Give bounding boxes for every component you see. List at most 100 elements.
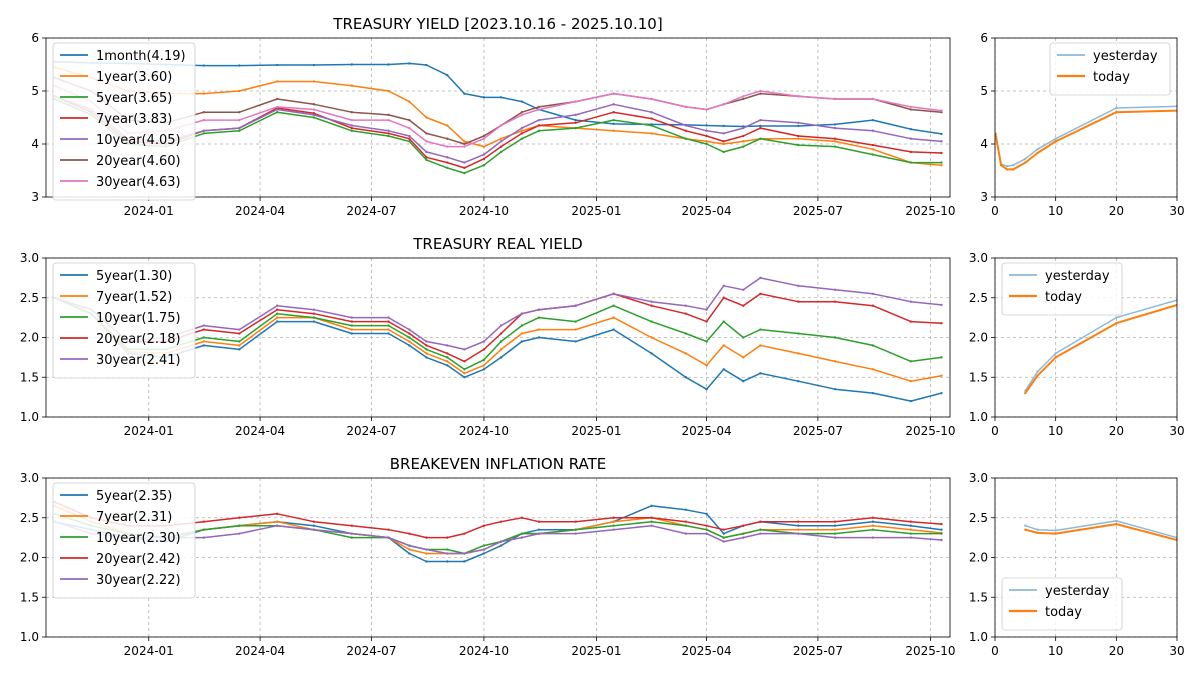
data-point [612, 118, 615, 122]
data-point [722, 142, 725, 146]
data-point [797, 524, 800, 527]
data-point [499, 137, 503, 140]
data-point [684, 105, 687, 109]
data-point [408, 62, 411, 65]
x-tick-label: 2025-10 [905, 204, 955, 218]
x-tick-label: 2024-10 [459, 204, 509, 218]
data-point [722, 150, 725, 154]
x-tick-label: 0 [991, 424, 999, 438]
data-point [537, 129, 541, 132]
data-point [238, 111, 241, 114]
data-point [759, 520, 762, 523]
data-point [650, 524, 653, 527]
data-point [705, 308, 708, 311]
data-point [995, 132, 997, 136]
y-tick-label: 1.0 [969, 410, 988, 424]
data-point [202, 340, 206, 343]
x-tick-label: 2024-07 [346, 424, 396, 438]
data-point [742, 97, 745, 101]
x-tick-label: 30 [1169, 644, 1184, 658]
chart-panel-0: 3 4 5 6 2024-01 2024-04 2024-07 2024-10 2025-01 2… [31, 15, 955, 218]
data-point [312, 316, 316, 319]
data-point [574, 328, 577, 331]
y-tick-label: 2.0 [20, 551, 39, 565]
data-point [520, 516, 524, 519]
data-point [350, 524, 354, 527]
data-point [425, 63, 428, 67]
data-point [940, 356, 943, 359]
data-point [909, 161, 913, 164]
data-point [833, 126, 837, 130]
data-point [425, 344, 428, 347]
data-point [1036, 531, 1039, 535]
data-point [446, 364, 449, 367]
data-point [312, 524, 316, 527]
data-point [238, 89, 241, 93]
chart-panel-4: 1.0 1.5 2.0 2.5 3.0 2024-01 2024-04 2024-07 2024… [20, 455, 956, 658]
data-point [705, 364, 708, 367]
data-point [499, 340, 503, 343]
data-point [940, 321, 943, 325]
chart-title: BREAKEVEN INFLATION RATE [390, 455, 607, 473]
data-point [275, 316, 279, 319]
legend-box [52, 482, 196, 599]
data-point [742, 145, 745, 148]
data-point [833, 97, 837, 101]
data-point [425, 140, 428, 143]
data-point [871, 118, 875, 122]
data-point [350, 118, 354, 122]
x-tick-label: 10 [1048, 644, 1063, 658]
data-point [387, 89, 390, 93]
x-tick-label: 2024-10 [459, 644, 509, 658]
legend-label: 5year(3.65) [96, 91, 172, 106]
data-point [742, 140, 745, 143]
data-point [833, 536, 837, 539]
data-point [238, 348, 241, 351]
data-point [871, 528, 875, 531]
data-point [650, 132, 653, 135]
data-point [940, 140, 943, 143]
data-point [909, 108, 913, 111]
data-point [650, 124, 653, 127]
data-point [612, 524, 615, 527]
data-point [797, 284, 800, 288]
data-point [759, 292, 762, 295]
data-point [722, 320, 725, 323]
y-tick-label: 3 [980, 190, 988, 204]
data-point [499, 150, 503, 154]
y-tick-label: 1.0 [20, 630, 39, 644]
x-tick-label: 10 [1048, 204, 1063, 218]
data-point [1024, 157, 1027, 161]
data-point [759, 124, 762, 128]
data-point [650, 352, 653, 355]
data-point [722, 132, 725, 135]
y-tick-label: 2.5 [20, 291, 39, 305]
x-tick-label: 20 [1109, 424, 1124, 438]
data-point [909, 360, 913, 363]
legend-label: 1month(4.19) [96, 49, 186, 64]
data-point [425, 552, 428, 555]
x-tick-label: 2025-04 [681, 644, 731, 658]
data-point [446, 156, 449, 159]
data-point [684, 532, 687, 535]
data-point [940, 532, 943, 535]
y-tick-label: 1.5 [969, 590, 988, 604]
data-point [499, 348, 503, 351]
data-point [350, 126, 354, 130]
data-point [408, 336, 411, 339]
legend-label: 7year(3.83) [96, 112, 172, 127]
data-point [705, 140, 708, 143]
data-point [797, 332, 800, 335]
legend-label: 5year(2.35) [96, 489, 172, 504]
data-point [463, 142, 466, 146]
data-point [612, 292, 615, 295]
legend-label: 10year(1.75) [96, 311, 181, 326]
x-tick-label: 2025-10 [905, 644, 955, 658]
plot-frame [994, 37, 1178, 198]
data-point [742, 356, 745, 359]
data-point [833, 524, 837, 527]
x-tick-label: 2024-07 [346, 204, 396, 218]
x-tick-label: 2024-04 [235, 424, 285, 438]
data-point [612, 122, 615, 126]
data-point [238, 340, 241, 343]
